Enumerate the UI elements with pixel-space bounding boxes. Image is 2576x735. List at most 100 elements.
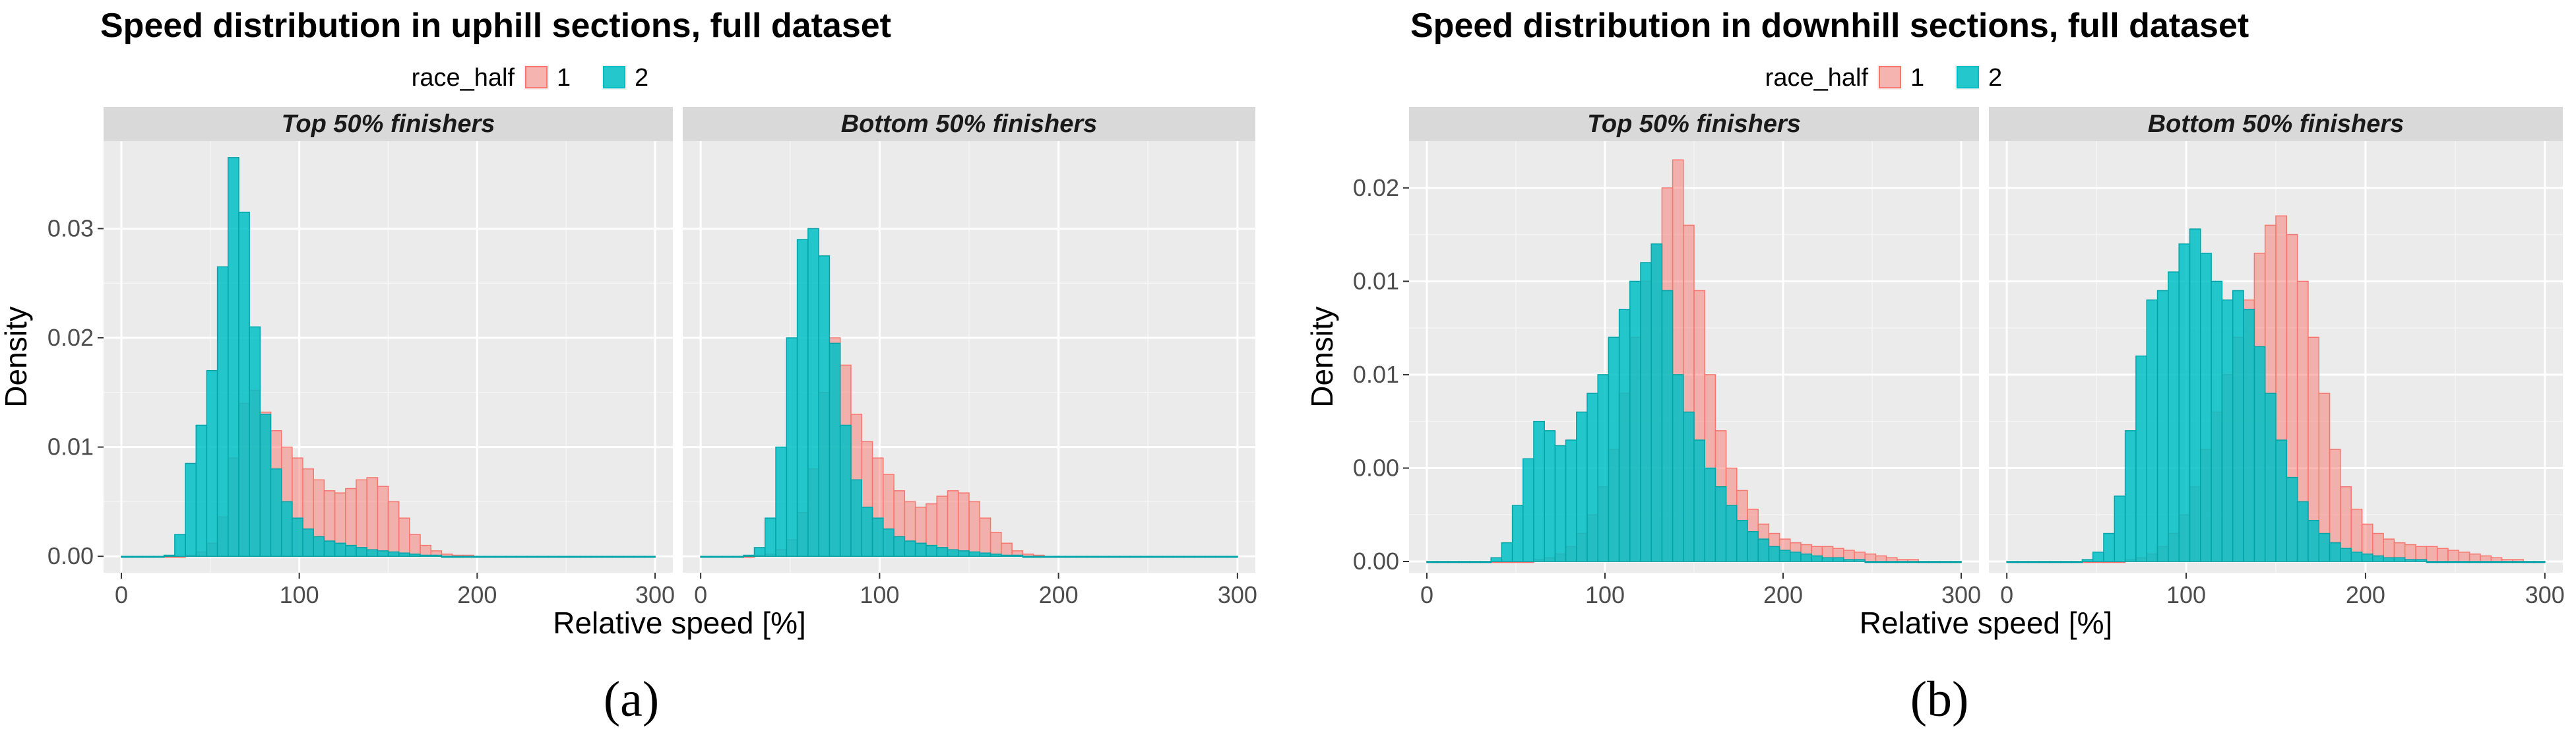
y-tick-label: 0.02 bbox=[1353, 174, 1399, 201]
bar bbox=[1693, 439, 1705, 562]
bar bbox=[1226, 556, 1238, 558]
bar bbox=[2243, 309, 2255, 562]
bar bbox=[1768, 546, 1780, 562]
bar bbox=[505, 556, 517, 558]
bar bbox=[1725, 505, 1738, 562]
bar bbox=[2146, 299, 2158, 562]
bar bbox=[1811, 555, 1823, 562]
bar bbox=[569, 556, 581, 558]
bar bbox=[2178, 243, 2191, 562]
bar bbox=[2189, 228, 2201, 562]
bar bbox=[2200, 253, 2212, 562]
bar bbox=[334, 542, 346, 557]
bar bbox=[1490, 557, 1503, 562]
bar bbox=[1778, 550, 1791, 562]
bar bbox=[710, 556, 723, 558]
bar bbox=[871, 517, 884, 557]
bar bbox=[968, 551, 981, 557]
x-tick-label: 300 bbox=[635, 581, 675, 608]
bar bbox=[377, 550, 389, 557]
bar bbox=[1864, 553, 1877, 562]
legend-label-2: 2 bbox=[635, 64, 648, 92]
facet-label: Bottom 50% finishers bbox=[2148, 110, 2404, 138]
bar bbox=[1065, 556, 1077, 558]
bar bbox=[2436, 548, 2449, 562]
bar bbox=[947, 549, 959, 557]
facet-panel: Bottom 50% finishers 0 100 200 300 bbox=[1989, 107, 2565, 608]
legend-label-1: 1 bbox=[1910, 64, 1924, 92]
bar bbox=[612, 556, 624, 558]
bar bbox=[796, 239, 809, 557]
x-tick-label: 100 bbox=[280, 581, 319, 608]
bar bbox=[409, 534, 421, 557]
bar bbox=[829, 342, 841, 557]
bar bbox=[2458, 561, 2470, 563]
bar bbox=[1907, 561, 1919, 563]
bar bbox=[2523, 561, 2535, 563]
bar bbox=[387, 501, 400, 557]
series-2 bbox=[121, 157, 656, 558]
facet-panel: Top 50% finishers 0 100 200 300 0.00 0.01 0.02 0… bbox=[47, 107, 675, 608]
bar bbox=[2383, 557, 2395, 562]
bar bbox=[904, 540, 916, 557]
bar bbox=[1076, 556, 1088, 558]
bar bbox=[2426, 546, 2438, 562]
bar bbox=[398, 552, 410, 557]
bar bbox=[420, 554, 431, 557]
bar bbox=[2468, 561, 2481, 563]
bar bbox=[1885, 557, 1898, 562]
bar bbox=[2071, 561, 2083, 563]
bar bbox=[537, 556, 549, 558]
y-tick-label: 0.01 bbox=[1353, 361, 1399, 388]
bar bbox=[2490, 557, 2503, 562]
bar bbox=[2221, 299, 2234, 562]
bar bbox=[2501, 561, 2513, 563]
bar bbox=[968, 501, 981, 557]
bar bbox=[1800, 553, 1812, 562]
bar bbox=[861, 506, 873, 557]
bar bbox=[1704, 467, 1716, 562]
bar bbox=[1629, 280, 1641, 562]
bar bbox=[515, 556, 528, 558]
caption-a: (a) bbox=[604, 672, 659, 727]
bar bbox=[947, 490, 959, 557]
bar bbox=[2447, 550, 2460, 562]
bar bbox=[1511, 505, 1524, 562]
bar bbox=[131, 556, 144, 558]
bar bbox=[1086, 556, 1099, 558]
bar bbox=[302, 528, 314, 557]
bar bbox=[1586, 393, 1598, 562]
facet-strip bbox=[1409, 107, 1979, 141]
x-tick-label: 0 bbox=[694, 581, 707, 608]
bar bbox=[839, 424, 852, 557]
bar bbox=[526, 556, 538, 558]
bar bbox=[451, 556, 464, 558]
bar bbox=[2275, 439, 2288, 562]
bar bbox=[1672, 374, 1684, 562]
chart-title: Speed distribution in uphill sections, f… bbox=[100, 7, 891, 45]
chart-downhill: Speed distribution in downhill sections,… bbox=[1305, 7, 2565, 640]
bar bbox=[2006, 561, 2019, 563]
bar bbox=[174, 534, 186, 557]
facet-label: Bottom 50% finishers bbox=[841, 110, 1098, 138]
bar bbox=[1554, 445, 1567, 562]
legend: race_half 1 2 bbox=[412, 64, 648, 92]
series-2 bbox=[700, 228, 1238, 558]
bar bbox=[2017, 561, 2029, 563]
bar bbox=[2092, 552, 2104, 562]
bar bbox=[121, 556, 133, 558]
y-tick-label: 0.02 bbox=[47, 324, 94, 351]
bar bbox=[765, 517, 776, 557]
series-2 bbox=[1426, 243, 1962, 563]
bar bbox=[1172, 556, 1185, 558]
bar bbox=[2404, 544, 2416, 562]
bar bbox=[398, 517, 410, 557]
bar bbox=[473, 556, 485, 558]
bar bbox=[1597, 374, 1610, 562]
bar bbox=[2533, 561, 2546, 563]
bar bbox=[2124, 430, 2137, 562]
bar bbox=[1747, 530, 1759, 562]
bar bbox=[2253, 346, 2266, 562]
facet-strip bbox=[1989, 107, 2563, 141]
bar bbox=[1044, 556, 1055, 558]
